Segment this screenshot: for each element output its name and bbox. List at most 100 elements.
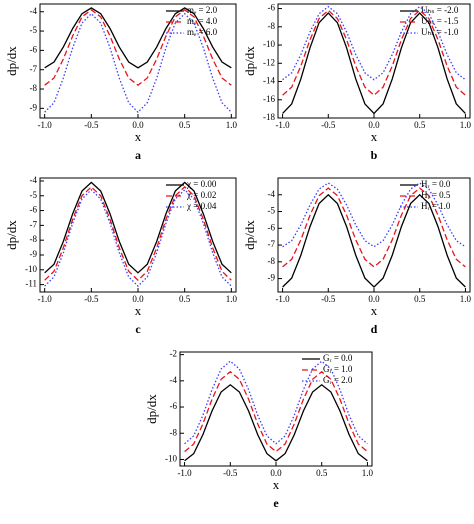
legend-label: χ = 0.02 <box>186 190 216 200</box>
legend-label: Uₕₛ = -2.0 <box>421 5 459 15</box>
y-tick-label: -11 <box>25 279 37 289</box>
data-line <box>44 12 232 114</box>
data-line <box>282 193 466 288</box>
x-tick-label: 1.0 <box>460 294 472 304</box>
y-tick-label: -8 <box>170 427 178 437</box>
data-line <box>282 182 466 248</box>
y-tick-label: -16 <box>263 94 275 104</box>
x-tick-label: -1.0 <box>38 294 53 304</box>
panel-label: a <box>135 148 141 162</box>
y-tick-label: -7 <box>268 239 276 249</box>
y-tick-label: -8 <box>30 83 38 93</box>
x-tick-label: 0.0 <box>132 120 144 130</box>
x-tick-label: 1.0 <box>226 120 238 130</box>
legend-label: Hᵣ = 0.5 <box>421 190 451 200</box>
y-tick-label: -2 <box>170 349 178 359</box>
y-tick-label: -4 <box>268 189 276 199</box>
y-tick-label: -12 <box>263 57 275 67</box>
data-line <box>44 181 232 274</box>
data-line <box>282 12 466 115</box>
legend-label: mₑ = 2.0 <box>187 5 218 15</box>
legend-label: Hᵣ = 1.0 <box>421 201 451 211</box>
x-tick-label: 1.0 <box>362 468 374 478</box>
x-axis-label: x <box>273 477 280 492</box>
y-tick-label: -6 <box>30 205 38 215</box>
y-axis-label: dp/dx <box>242 220 257 250</box>
data-line <box>184 370 368 453</box>
y-tick-label: -10 <box>165 454 177 464</box>
y-tick-label: -10 <box>263 39 275 49</box>
y-tick-label: -8 <box>30 234 38 244</box>
legend-label: Uₕₛ = -1.5 <box>421 16 459 26</box>
x-tick-label: -0.5 <box>84 120 99 130</box>
x-tick-label: -0.5 <box>321 120 336 130</box>
y-axis-label: dp/dx <box>144 394 159 424</box>
x-tick-label: -1.0 <box>275 294 290 304</box>
y-tick-label: -9 <box>30 102 38 112</box>
y-tick-label: -5 <box>30 25 38 35</box>
y-tick-label: -8 <box>268 21 276 31</box>
y-tick-label: -10 <box>25 264 37 274</box>
panel-label: e <box>273 496 279 510</box>
y-tick-label: -7 <box>30 64 38 74</box>
x-tick-label: -0.5 <box>321 294 336 304</box>
x-tick-label: 0.5 <box>414 294 426 304</box>
y-axis-label: dp/dx <box>242 46 257 76</box>
legend-label: Gᵣ = 2.0 <box>323 375 353 385</box>
data-line <box>184 360 368 445</box>
x-tick-label: 1.0 <box>226 294 238 304</box>
y-tick-label: -18 <box>263 112 275 122</box>
panel-label: b <box>371 148 378 162</box>
x-axis-label: x <box>371 129 378 144</box>
x-tick-label: -1.0 <box>38 120 53 130</box>
legend-label: mₑ = 4.0 <box>187 16 218 26</box>
y-tick-label: -6 <box>170 401 178 411</box>
legend-label: Gᵣ = 0.0 <box>323 353 353 363</box>
y-tick-label: -8 <box>268 256 276 266</box>
legend-label: χ = 0.04 <box>186 201 217 211</box>
data-line <box>44 188 232 288</box>
y-tick-label: -6 <box>268 3 276 13</box>
data-line <box>282 5 466 81</box>
x-axis-label: x <box>135 303 142 318</box>
x-tick-label: 0.5 <box>179 120 191 130</box>
y-tick-label: -4 <box>30 175 38 185</box>
y-axis-label: dp/dx <box>4 46 19 76</box>
x-tick-label: 0.0 <box>270 468 282 478</box>
x-tick-label: -1.0 <box>177 468 192 478</box>
y-tick-label: -14 <box>263 76 275 86</box>
x-axis-label: x <box>135 129 142 144</box>
legend-label: Uₕₛ = -1.0 <box>421 27 459 37</box>
y-tick-label: -5 <box>268 206 276 216</box>
y-tick-label: -9 <box>268 273 276 283</box>
panel-label: c <box>135 322 141 336</box>
x-tick-label: -0.5 <box>84 294 99 304</box>
y-tick-label: -7 <box>30 219 38 229</box>
y-axis-label: dp/dx <box>4 220 19 250</box>
y-tick-label: -4 <box>170 375 178 385</box>
data-line <box>44 8 232 87</box>
x-tick-label: 0.5 <box>316 468 328 478</box>
legend-label: Hᵣ = 0.0 <box>421 179 451 189</box>
legend-label: mₑ = 6.0 <box>187 27 218 37</box>
x-tick-label: 0.5 <box>179 294 191 304</box>
panel-label: d <box>371 322 378 336</box>
data-line <box>44 186 232 282</box>
data-line <box>184 383 368 462</box>
x-tick-label: 0.0 <box>368 120 380 130</box>
x-axis-label: x <box>371 303 378 318</box>
x-tick-label: 1.0 <box>460 120 472 130</box>
y-tick-label: -5 <box>30 190 38 200</box>
x-tick-label: 0.5 <box>414 120 426 130</box>
x-tick-label: -1.0 <box>275 120 290 130</box>
legend-label: χ = 0.00 <box>186 179 217 189</box>
y-tick-label: -6 <box>30 44 38 54</box>
data-line <box>44 7 232 69</box>
x-tick-label: 0.0 <box>368 294 380 304</box>
y-tick-label: -4 <box>30 6 38 16</box>
y-tick-label: -9 <box>30 249 38 259</box>
legend-label: Gᵣ = 1.0 <box>323 364 353 374</box>
data-line <box>282 187 466 268</box>
x-tick-label: -0.5 <box>223 468 238 478</box>
